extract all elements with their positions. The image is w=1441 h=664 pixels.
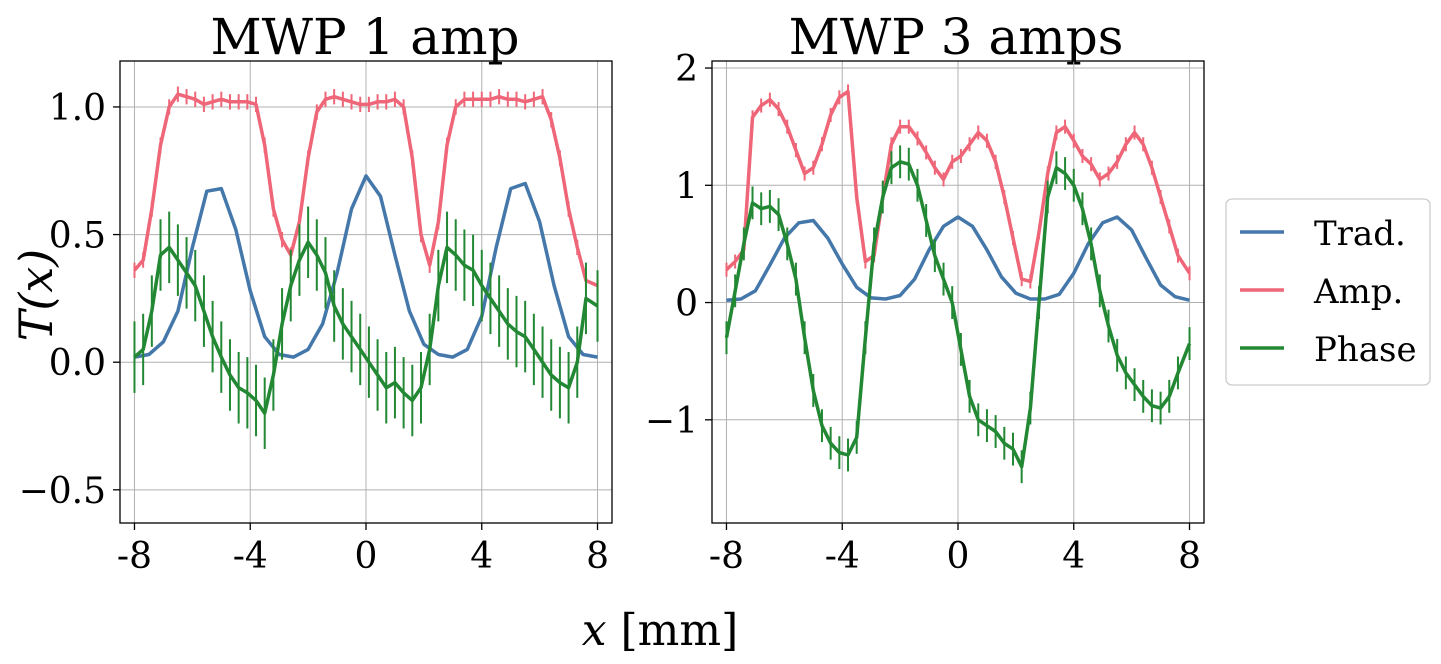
series-phase	[724, 145, 1192, 484]
legend-label: Trad.	[1314, 214, 1406, 254]
legend-item-trad: Trad.	[1240, 214, 1406, 254]
grid-lines	[120, 61, 612, 523]
x-axis-label: x [mm]	[582, 605, 739, 656]
legend-label: Phase	[1314, 330, 1417, 370]
axis-ticks: -8 -4 0 4 8 1.0 0.5 0.0 −0.5	[19, 88, 609, 577]
series-amp	[725, 84, 1191, 289]
x-tick-label: -4	[233, 536, 268, 577]
x-tick-label: 0	[947, 536, 970, 577]
x-tick-label: 4	[1062, 536, 1085, 577]
x-tick-label: -8	[117, 536, 152, 577]
x-axis-unit: [mm]	[607, 605, 739, 656]
subplot-title: MWP 1 amp	[210, 8, 519, 66]
axis-ticks: -8 -4 0 4 8 2 1 0 −1	[645, 49, 1201, 577]
x-tick-label: 0	[355, 536, 378, 577]
series-line	[134, 174, 598, 359]
series-line	[133, 92, 599, 288]
grid-lines	[712, 61, 1204, 523]
y-tick-label: −1	[645, 401, 698, 442]
legend-item-amp: Amp.	[1240, 272, 1403, 312]
legend: Trad. Amp. Phase	[1225, 198, 1431, 386]
subplot-title: MWP 3 amps	[789, 8, 1124, 66]
y-tick-label: 1.0	[49, 88, 106, 129]
y-tick-label: 0.5	[49, 216, 106, 257]
y-tick-label: 2	[675, 49, 698, 90]
y-tick-label: 0	[675, 284, 698, 325]
x-axis-variable: x	[582, 605, 607, 656]
series-line	[725, 89, 1191, 284]
y-axis-label: T(x)	[9, 249, 63, 342]
series-trad	[726, 215, 1190, 302]
subplot-mwp-3-amps: MWP 3 amps -8 -4 0 4 8 2 1 0 −1	[645, 8, 1205, 577]
series-line	[726, 215, 1190, 302]
series-trad	[134, 174, 598, 359]
x-tick-label: 8	[586, 536, 609, 577]
y-tick-label: 1	[675, 166, 698, 207]
series-amp	[133, 86, 599, 294]
legend-label: Amp.	[1313, 272, 1403, 312]
y-tick-label: −0.5	[19, 471, 106, 512]
series-phase	[133, 206, 599, 449]
series-line	[133, 240, 599, 415]
x-tick-label: 8	[1178, 536, 1201, 577]
series-group	[724, 84, 1192, 484]
x-tick-label: 4	[470, 536, 493, 577]
legend-frame	[1225, 198, 1431, 386]
legend-item-phase: Phase	[1240, 330, 1417, 370]
x-tick-label: -4	[825, 536, 860, 577]
series-line	[724, 160, 1192, 469]
subplot-mwp-1-amp: MWP 1 amp -8 -4 0 4 8 1.0 0.5 0.0 −0.5	[19, 8, 613, 577]
x-tick-label: -8	[709, 536, 744, 577]
y-tick-label: 0.0	[49, 343, 106, 384]
series-group	[133, 86, 599, 449]
